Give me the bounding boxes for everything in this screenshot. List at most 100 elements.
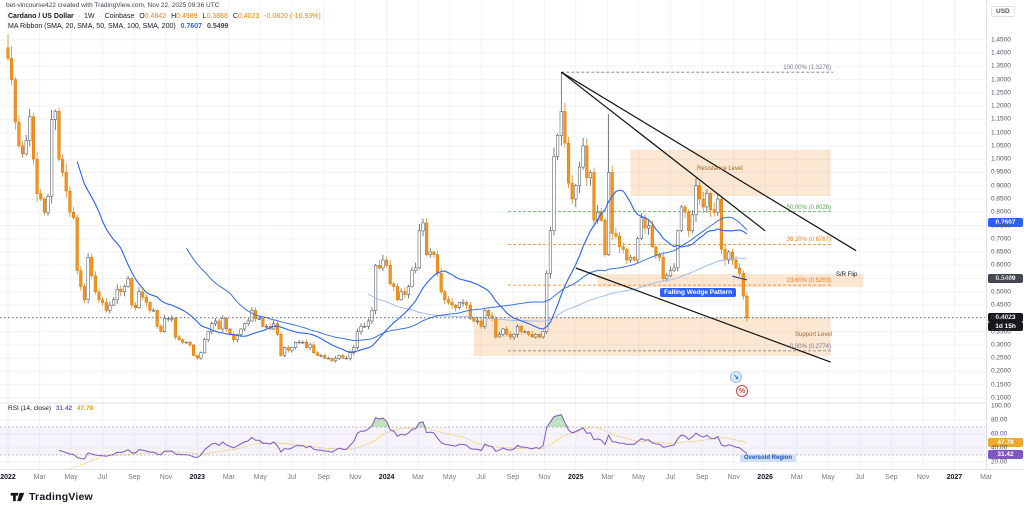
price-scale-label: 1.4500 [991,36,1011,44]
time-axis-month-label: May [632,474,646,481]
time-axis-month-label: Jul [287,474,297,481]
price-scale-label: 1.1000 [991,129,1011,137]
price-scale-label: 0.7500 [991,222,1011,229]
price-scale[interactable]: USD 0.7607 0.5499 0.4023 1d 15h 47.78 31… [986,0,1024,469]
price-scale-label: 0.9000 [991,182,1011,190]
price-scale-label: 1.3500 [991,62,1011,70]
symbol-legend-row: Cardano / US Dollar · 1W · Coinbase O0.4… [8,12,321,22]
support-zone-label[interactable]: Support Level [795,332,833,338]
oversold-region-label[interactable]: Oversold Region [740,454,797,462]
time-axis-year-label: 2026 [757,474,773,481]
ma2-price-badge: 0.5499 [988,274,1023,284]
time-axis-month-label: Mar [790,474,803,481]
price-scale-label: 0.6000 [991,261,1011,269]
time-axis-month-label: Mar [980,474,993,481]
time-axis-month-label: Mar [222,474,235,481]
price-scale-label: 0.6500 [991,248,1011,256]
price-scale-label: 0.1500 [991,381,1011,389]
price-scale-label: 1.0000 [991,155,1011,163]
price-scale-label: 1.3000 [991,76,1011,84]
rsi-scale-label: 80.00 [991,416,1008,424]
time-axis-month-label: Sep [506,474,520,481]
chart-canvas[interactable] [0,0,985,469]
price-scale-label: 1.2500 [991,89,1011,97]
time-axis-month-label: May [821,474,835,481]
open-key: O [139,13,145,20]
fib-level-label[interactable]: 23.60% (0.5253) [786,278,831,285]
time-axis-month-label: Nov [538,474,551,481]
price-scale-label: 0.9500 [991,168,1011,176]
ma-ribbon-value-1: 0.7607 [180,23,203,30]
fib-level-label[interactable]: 38.20% (0.6787) [786,237,831,244]
close-key: C [232,13,238,20]
high-value: 0.4989 [176,13,198,20]
interval-label[interactable]: 1W [83,13,95,20]
ma1-price-badge: 0.7607 [988,218,1023,228]
rsi-ma-badge: 47.78 [988,438,1023,448]
open-value: 0.4842 [144,13,167,20]
rsi-legend[interactable]: RSI (14, close) 31.42 47.78 [8,405,93,412]
time-axis-month-label: Jul [855,474,865,481]
price-scale-label: 0.4000 [991,314,1011,322]
price-scale-label: 0.7000 [991,235,1011,243]
falling-wedge-label[interactable]: Falling Wedge Pattern [660,288,737,297]
rsi-value-badge: 31.42 [988,449,1023,459]
attribution-text: bet-vincourse422 created with TradingVie… [6,2,220,9]
high-key: H [171,13,177,20]
fib-level-label[interactable]: 50.00% (0.8026) [786,204,831,211]
change-value: -0.0820 (-16.93%) [264,13,321,20]
rsi-label: RSI (14, close) [8,405,51,412]
time-axis-month-label: Jul [666,474,675,481]
fib-level-label[interactable]: 0.00% (0.2774) [789,343,831,350]
price-scale-label: 0.2500 [991,354,1011,362]
price-scale-label: 0.3000 [991,341,1011,349]
time-axis-month-label: Mar [33,474,46,481]
price-scale-label: 1.2000 [991,102,1011,110]
time-axis-month-label: Nov [727,474,741,481]
time-axis-month-label: Nov [349,474,362,481]
price-scale-label: 0.5000 [991,288,1011,296]
time-axis-year-label: 2027 [946,474,963,481]
currency-unit-chip[interactable]: USD [991,6,1015,17]
low-value: 0.3868 [206,13,228,20]
price-scale-label: 0.1000 [991,394,1011,402]
time-axis-month-label: Sep [128,474,141,481]
price-scale-label: 0.8500 [991,195,1011,203]
symbol-name[interactable]: Cardano / US Dollar [8,13,74,20]
ma-ribbon-value-2: 0.5499 [207,23,229,30]
chart-legend: Cardano / US Dollar · 1W · Coinbase O0.4… [8,12,321,32]
time-axis-year-label: 2022 [0,474,16,481]
time-axis-month-label: Mar [601,474,614,481]
price-scale-label: 0.5500 [991,275,1011,283]
tradingview-logo[interactable]: TradingView [10,490,93,504]
price-scale-label: 0.2000 [991,367,1011,375]
rsi-ma-value: 47.78 [76,405,94,412]
time-axis-month-label: Sep [317,474,330,481]
close-value: 0.4023 [237,13,260,20]
time-axis[interactable]: 2022 Mar May Jul Sep Nov 2023 Mar May Jul Sep Nov 20… [0,469,1024,488]
ma-ribbon-label: MA Ribbon (SMA, 20, SMA, 50, SMA, 100, S… [8,23,176,30]
time-axis-month-label: May [253,474,267,481]
time-axis-year-label: 2023 [189,474,206,481]
sr-flip-label[interactable]: S/R Flip [836,272,858,278]
time-axis-month-label: May [442,474,457,481]
fib-level-label[interactable]: 100.00% (1.3278) [783,65,831,72]
time-axis-month-label: Mar [412,474,425,481]
time-axis-year-label: 2025 [568,474,584,481]
low-key: L [202,13,207,20]
last-price-badge: 0.4023 [988,313,1023,323]
resistance-zone-label[interactable]: Resistance Level [697,166,743,172]
percent-sticker-icon[interactable]: % [736,385,748,397]
arrow-down-sticker-icon[interactable]: ↘ [730,371,742,383]
separator-dot: · [77,13,81,20]
rsi-value: 31.42 [55,405,73,412]
price-scale-label: 1.1500 [991,115,1011,123]
rsi-scale-label: 20.00 [991,458,1008,466]
price-scale-label: 1.0500 [991,142,1011,150]
price-scale-label: 0.8000 [991,208,1011,216]
rsi-scale-label: 100.00 [991,402,1011,410]
time-axis-month-label: May [64,474,78,481]
ma-ribbon-legend-row[interactable]: MA Ribbon (SMA, 20, SMA, 50, SMA, 100, S… [8,22,321,32]
tradingview-logo-icon [10,492,25,502]
